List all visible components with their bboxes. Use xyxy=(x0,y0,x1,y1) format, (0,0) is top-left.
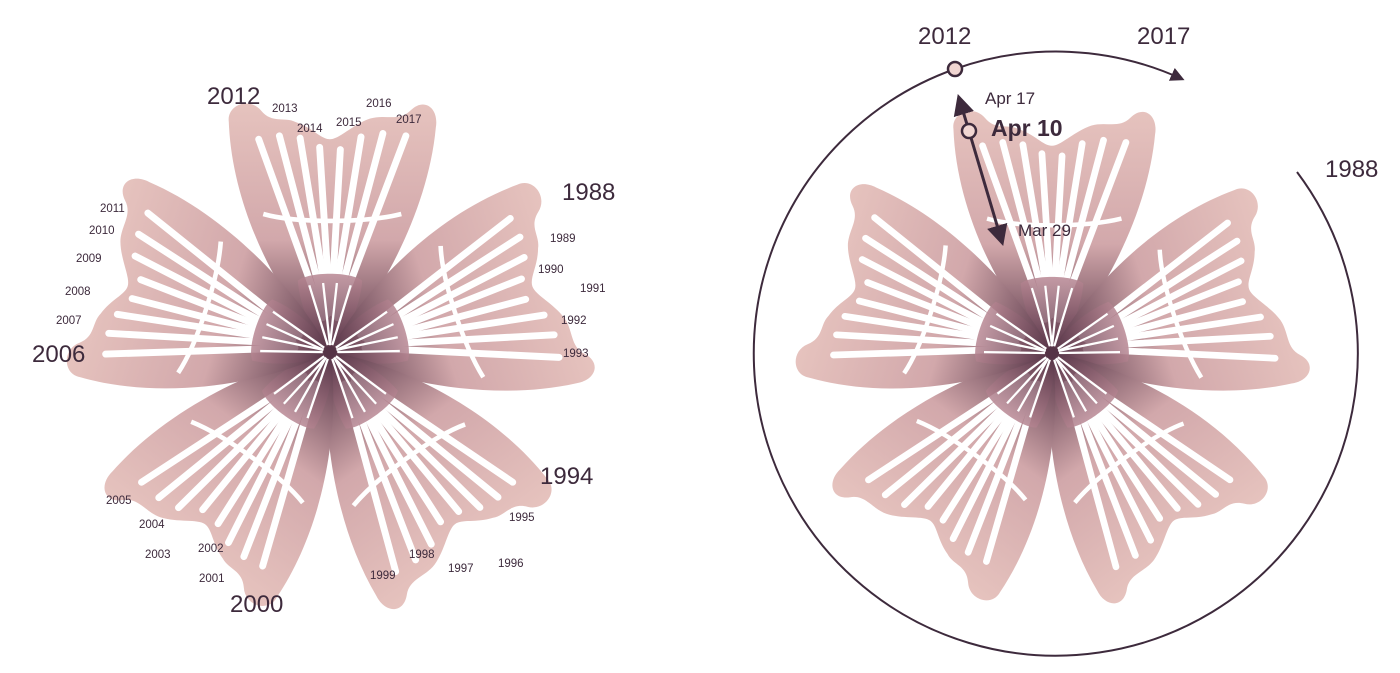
year-label: 2009 xyxy=(76,253,102,265)
year-label: 1996 xyxy=(498,558,524,570)
date-label-upper: Apr 17 xyxy=(985,89,1035,108)
year-label-major: 1994 xyxy=(540,463,593,490)
year-label: 2007 xyxy=(56,315,82,327)
year-label: 1998 xyxy=(409,549,435,561)
ring-arc xyxy=(752,68,1359,657)
year-label: 1991 xyxy=(580,283,606,295)
year-label-major: 1988 xyxy=(562,179,615,206)
year-label: 1999 xyxy=(370,570,396,582)
left-year-labels: 2012 1988 2006 1994 2000 2013 2014 2015 … xyxy=(32,83,615,618)
date-indicator xyxy=(953,93,1008,247)
ring-outer-label: 1988 xyxy=(1325,156,1378,183)
year-label: 2004 xyxy=(139,519,165,531)
right-flower xyxy=(791,111,1314,610)
year-label: 2010 xyxy=(89,225,115,237)
date-marker xyxy=(960,122,978,140)
year-label: 2001 xyxy=(199,573,225,585)
year-label: 2002 xyxy=(198,543,224,555)
year-label: 2011 xyxy=(100,203,125,215)
ring-end-label: 2017 xyxy=(1137,23,1190,50)
ring-start-label: 2012 xyxy=(918,23,971,50)
year-label-major: 2006 xyxy=(32,341,85,368)
year-label: 1990 xyxy=(538,264,564,276)
year-label: 1997 xyxy=(448,563,474,575)
date-label-current: Apr 10 xyxy=(991,115,1063,141)
ring-marker xyxy=(946,60,964,78)
ring-progress-arrow xyxy=(954,50,1185,81)
year-label-major: 2012 xyxy=(207,83,260,110)
year-label: 2017 xyxy=(396,114,422,126)
year-label: 2015 xyxy=(336,117,362,129)
year-label: 2013 xyxy=(272,103,298,115)
date-label-lower: Mar 29 xyxy=(1018,221,1071,240)
time-ring xyxy=(752,50,1359,657)
year-label: 1995 xyxy=(509,512,535,524)
year-label: 1989 xyxy=(550,233,576,245)
right-labels: 2012 2017 1988 Apr 17 Apr 10 Mar 29 xyxy=(918,23,1378,240)
year-label: 2003 xyxy=(145,549,171,561)
year-label: 2016 xyxy=(366,98,392,110)
year-label: 2014 xyxy=(297,123,323,135)
left-flower xyxy=(62,103,599,615)
year-label: 1992 xyxy=(561,315,587,327)
year-label: 2005 xyxy=(106,495,132,507)
year-label: 1993 xyxy=(563,348,589,360)
year-label: 2008 xyxy=(65,286,91,298)
year-label-major: 2000 xyxy=(230,591,283,618)
date-arrow-down xyxy=(967,130,1008,247)
